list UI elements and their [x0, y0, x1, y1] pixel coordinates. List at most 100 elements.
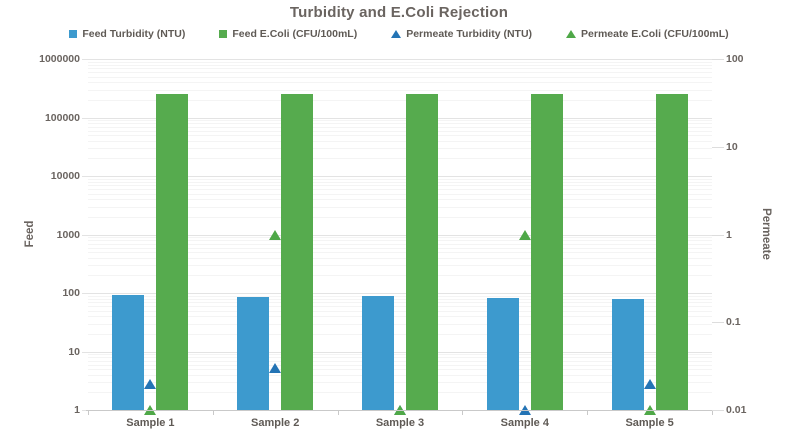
bar-feed-ecoli [406, 94, 438, 410]
minor-gridline [88, 181, 712, 183]
minor-gridline [88, 323, 712, 325]
right-axis-tick-label: 0.01 [726, 404, 747, 416]
minor-gridline [88, 392, 712, 394]
minor-gridline [88, 99, 712, 101]
right-axis-title: Permeate [760, 208, 772, 260]
minor-gridline [88, 275, 712, 277]
bar-feed-turbidity [237, 297, 270, 410]
triangle-marker-permeate-turbidity [269, 363, 282, 374]
minor-gridline [88, 257, 712, 259]
minor-gridline [88, 135, 712, 137]
minor-gridline [88, 126, 712, 128]
minor-gridline [88, 374, 712, 376]
minor-gridline [88, 243, 712, 245]
minor-gridline [88, 178, 712, 180]
bar-feed-turbidity [486, 298, 519, 410]
triangle-marker-permeate-turbidity [144, 378, 157, 389]
minor-gridline [88, 354, 712, 356]
triangle-marker-icon [391, 30, 402, 38]
right-axis-tick-mark [712, 59, 724, 60]
legend-item[interactable]: Feed E.Coli (CFU/100mL) [219, 28, 357, 40]
minor-gridline [88, 298, 712, 300]
left-axis-tick-label: 1000000 [39, 53, 80, 65]
bar-feed-ecoli [655, 94, 688, 410]
right-axis-tick-mark [712, 410, 724, 411]
left-axis-tick-label: 1 [74, 404, 80, 416]
x-axis-tick [587, 410, 589, 415]
bar-feed-ecoli [530, 94, 563, 410]
x-axis-line [86, 410, 714, 411]
square-marker-icon [69, 30, 78, 38]
x-axis-label: Sample 3 [375, 417, 425, 429]
x-axis-label: Sample 2 [251, 417, 300, 429]
legend: Feed Turbidity (NTU) Feed E.Coli (CFU/100… [0, 28, 798, 40]
minor-gridline [88, 316, 712, 318]
x-axis-tick [462, 410, 464, 415]
minor-gridline [88, 240, 712, 242]
minor-gridline [88, 364, 712, 366]
x-axis-label: Sample 5 [625, 417, 674, 429]
right-axis-tick-label: 1 [726, 228, 732, 241]
left-axis-tick-label: 10 [68, 345, 80, 358]
minor-gridline [88, 199, 712, 201]
x-axis-label: Sample 4 [500, 417, 549, 429]
minor-gridline [88, 193, 712, 195]
minor-gridline [88, 76, 712, 78]
left-axis-tick-label: 1000 [56, 228, 80, 241]
minor-gridline [88, 252, 712, 254]
bar-feed-ecoli [156, 94, 189, 410]
plot-area [82, 59, 712, 415]
bar-feed-ecoli [281, 94, 314, 410]
bar-feed-turbidity [611, 299, 644, 410]
minor-gridline [88, 302, 712, 304]
legend-item-label: Feed E.Coli (CFU/100mL) [232, 28, 358, 40]
x-axis-tick [337, 410, 339, 415]
square-marker-icon [219, 30, 228, 38]
minor-gridline [88, 295, 712, 297]
minor-gridline [88, 369, 712, 371]
left-axis-tick-label: 100000 [44, 111, 80, 124]
minor-gridline [88, 237, 712, 239]
major-gridline [82, 351, 712, 353]
legend-item[interactable]: Permeate Turbidity (NTU) [391, 28, 532, 40]
bar-feed-turbidity [112, 295, 145, 410]
minor-gridline [88, 360, 712, 362]
left-axis-tick-label: 10000 [50, 170, 80, 182]
legend-item[interactable]: Permeate E.Coli (CFU/100mL) [566, 28, 729, 40]
right-axis-tick-label: 10 [726, 140, 738, 153]
minor-gridline [88, 216, 712, 218]
right-axis-tick-mark [712, 322, 724, 324]
minor-gridline [88, 89, 712, 91]
minor-gridline [88, 382, 712, 384]
minor-gridline [88, 82, 712, 84]
minor-gridline [88, 130, 712, 132]
triangle-marker-permeate-ecoli [518, 229, 531, 240]
minor-gridline [88, 158, 712, 160]
major-gridline [82, 59, 712, 60]
triangle-marker-icon [566, 30, 577, 38]
minor-gridline [88, 185, 712, 187]
minor-gridline [88, 123, 712, 125]
minor-gridline [88, 333, 712, 335]
legend-item-label: Permeate E.Coli (CFU/100mL) [581, 28, 729, 40]
right-axis-tick-label: 0.1 [726, 316, 741, 329]
left-axis-tick-label: 100 [62, 287, 80, 299]
minor-gridline [88, 206, 712, 208]
legend-item-label: Feed Turbidity (NTU) [82, 28, 186, 40]
triangle-marker-permeate-turbidity [643, 378, 656, 389]
minor-gridline [88, 265, 712, 267]
legend-item[interactable]: Feed Turbidity (NTU) [69, 28, 185, 40]
major-gridline [82, 176, 712, 177]
x-axis-tick [88, 410, 89, 415]
minor-gridline [88, 72, 712, 73]
minor-gridline [88, 68, 712, 70]
minor-gridline [88, 120, 712, 122]
major-gridline [82, 293, 712, 294]
major-gridline [82, 234, 712, 236]
minor-gridline [88, 189, 712, 190]
triangle-marker-permeate-ecoli [269, 229, 282, 240]
x-axis-tick [212, 410, 214, 415]
minor-gridline [88, 247, 712, 249]
major-gridline [82, 117, 712, 119]
